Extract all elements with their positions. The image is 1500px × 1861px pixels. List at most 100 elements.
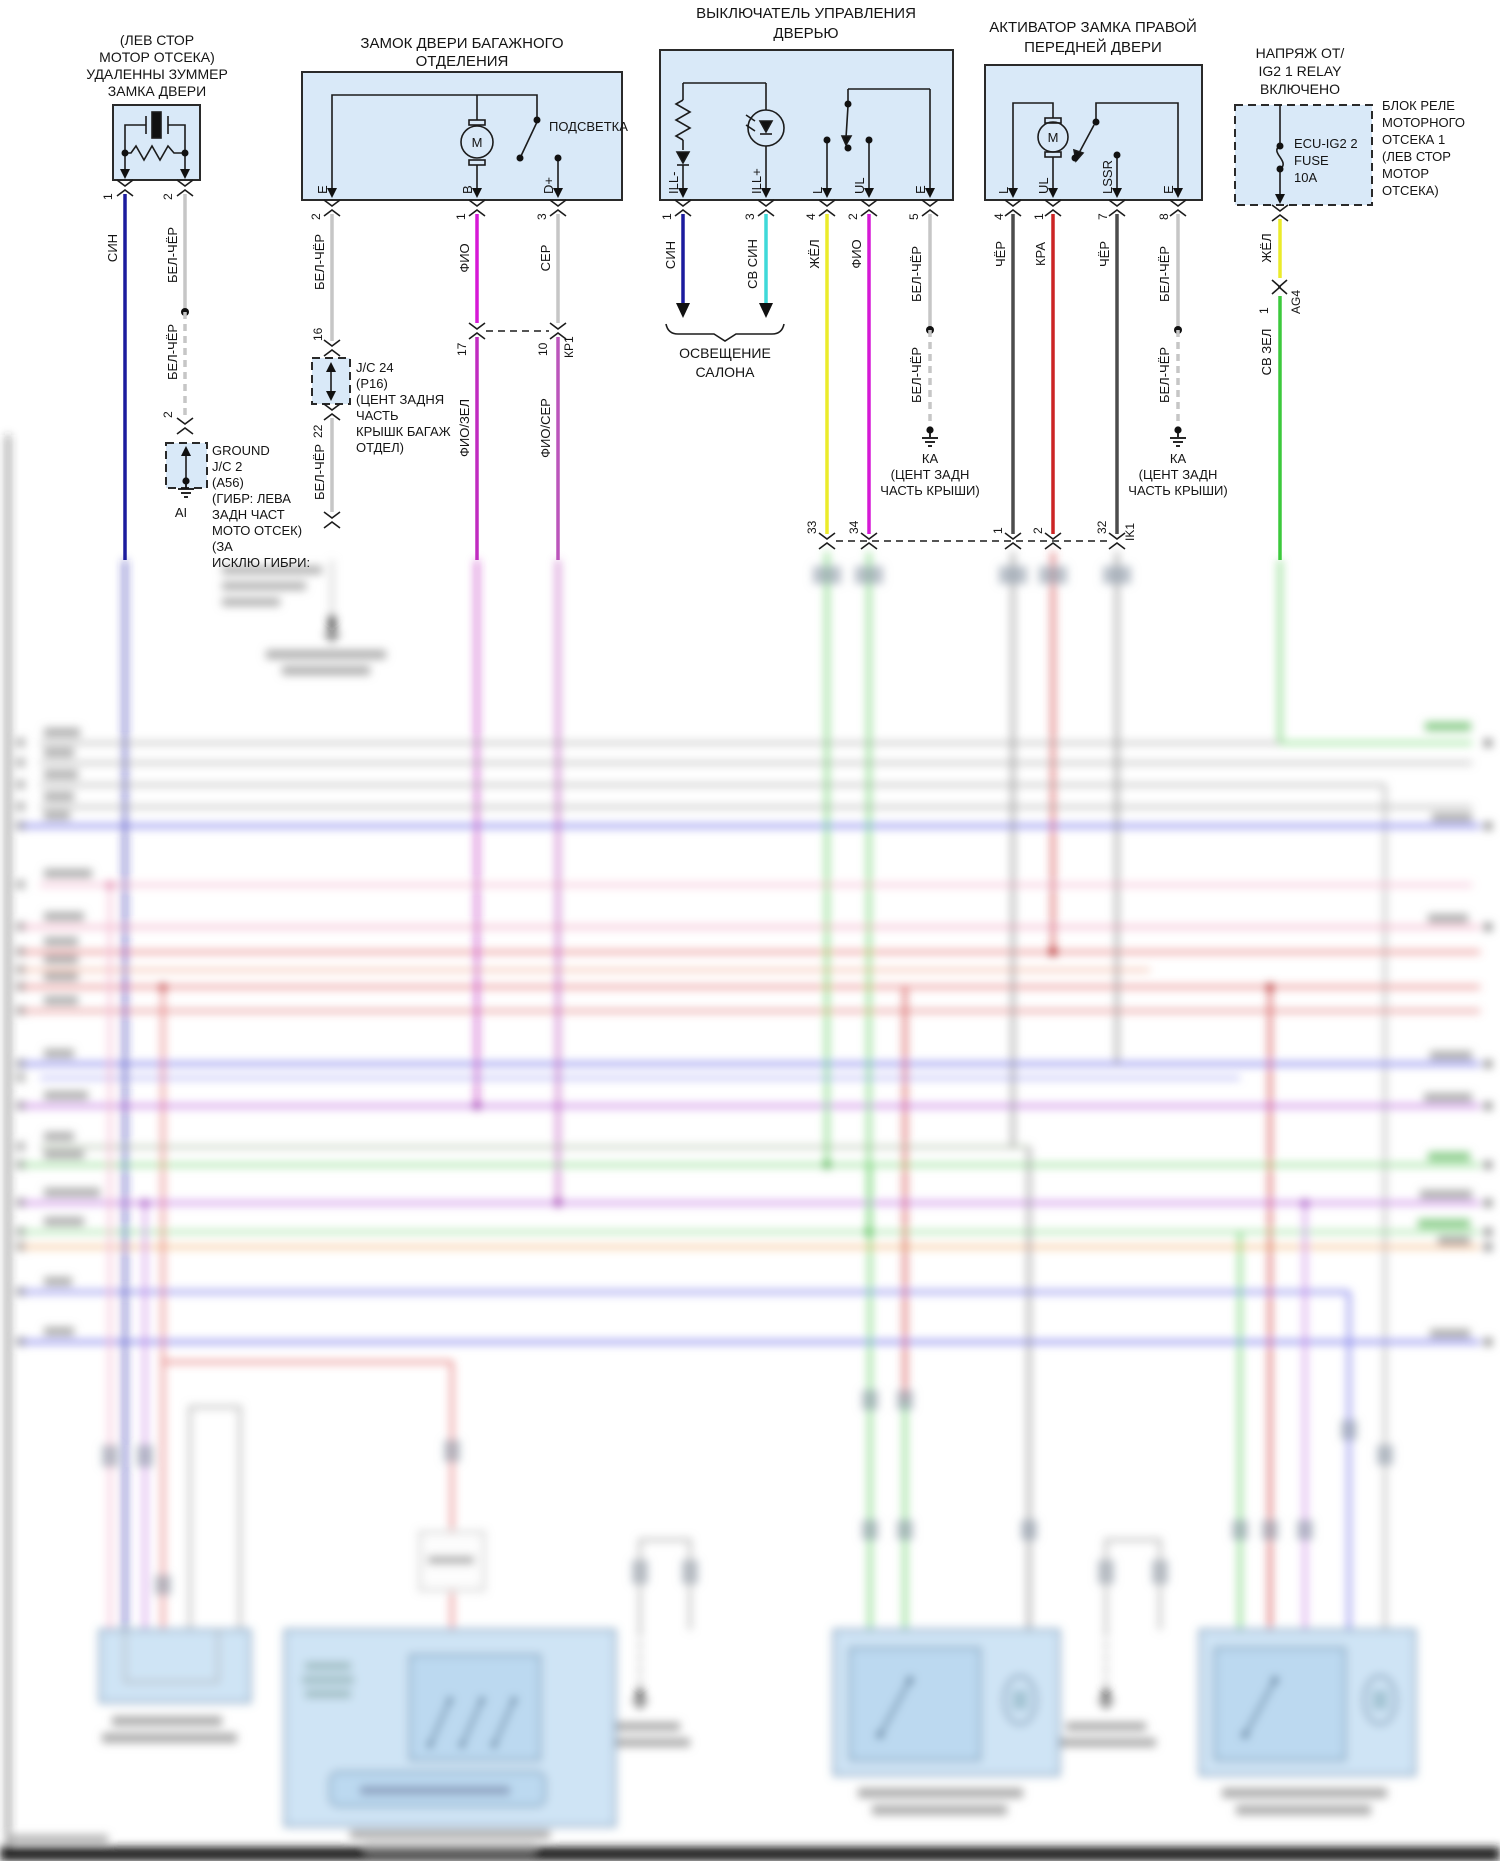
connector-icon xyxy=(549,199,567,217)
svg-text:ФИО: ФИО xyxy=(457,243,472,272)
bottom-center-box-blurred xyxy=(284,1629,616,1827)
connector-icon xyxy=(921,199,939,217)
svg-text:ЗАМКА ДВЕРИ: ЗАМКА ДВЕРИ xyxy=(108,83,206,99)
bottom-left-box-blurred xyxy=(99,1629,251,1703)
actuator-internals xyxy=(1012,102,1179,188)
svg-text:GROUND: GROUND xyxy=(212,443,270,458)
connector-icon xyxy=(818,199,836,217)
ground-icon xyxy=(921,425,939,447)
svg-text:ЖЁЛ: ЖЁЛ xyxy=(807,239,822,268)
conn-num-1: 1 xyxy=(991,527,1005,534)
connector-icon xyxy=(116,179,134,197)
door-switch-box xyxy=(659,49,954,201)
svg-text:1: 1 xyxy=(454,213,468,220)
component-trunk-lock: ЗАМОК ДВЕРИ БАГАЖНОГО ОТДЕЛЕНИЯ M ПОДСВЕ… xyxy=(301,35,628,341)
svg-text:СИН: СИН xyxy=(663,241,678,269)
vertical-wires-blurred xyxy=(106,552,1309,1630)
pin-label-ul2: UL xyxy=(1036,177,1051,194)
text-blobs-blurred xyxy=(102,566,1387,1853)
svg-text:ОТДЕЛЕНИЯ: ОТДЕЛЕНИЯ xyxy=(416,53,509,70)
svg-text:ЗАДН ЧАСТ: ЗАДН ЧАСТ xyxy=(212,507,285,522)
wire-label-bel-cher: БЕЛ-ЧЁР xyxy=(165,227,180,283)
salon-lighting-callout: ОСВЕЩЕНИЕ САЛОНА xyxy=(665,323,785,380)
svg-text:10A: 10A xyxy=(1294,170,1317,185)
svg-text:УДАЛЕННЫ ЗУММЕР: УДАЛЕННЫ ЗУММЕР xyxy=(86,66,228,82)
fuse-line-1: ECU-IG2 2 xyxy=(1294,136,1358,151)
connector-icon xyxy=(468,199,486,217)
jc24-pin-in: 16 xyxy=(311,327,325,341)
connector-icon xyxy=(323,199,341,217)
svg-text:БЕЛ-ЧЁР: БЕЛ-ЧЁР xyxy=(909,246,924,302)
connector-icon xyxy=(323,339,341,357)
ground-jc2-note: GROUND J/C 2 (A56) (ГИБР: ЛЕВА ЗАДН ЧАСТ… xyxy=(212,443,310,570)
motor-icon xyxy=(1037,121,1069,153)
svg-text:ЧАСТЬ КРЫШИ): ЧАСТЬ КРЫШИ) xyxy=(880,483,979,498)
right-wire-labels-blurred xyxy=(1418,722,1492,1346)
motor-icon xyxy=(460,125,494,159)
component-door-lock-actuator: АКТИВАТОР ЗАМКА ПРАВОЙ ПЕРЕДНЕЙ ДВЕРИ M … xyxy=(836,18,1228,550)
pin-label-l2: L xyxy=(996,187,1011,194)
svg-text:2: 2 xyxy=(309,213,323,220)
svg-text:БЕЛ-ЧЁР: БЕЛ-ЧЁР xyxy=(1157,347,1172,403)
wire-buses-blurred xyxy=(18,741,1480,1632)
conn-num-2: 2 xyxy=(1031,527,1045,534)
sharp-top-section: (ЛЕВ СТОР МОТОР ОТСЕКА) УДАЛЕННЫ ЗУММЕР … xyxy=(86,5,1465,570)
svg-text:(ЦЕНТ ЗАДН: (ЦЕНТ ЗАДН xyxy=(891,467,970,482)
connector-icon xyxy=(818,532,836,550)
svg-text:(P16): (P16) xyxy=(356,376,388,391)
svg-text:ОСВЕЩЕНИЕ: ОСВЕЩЕНИЕ xyxy=(679,345,771,361)
svg-text:(ЦЕНТ ЗАДНЯ: (ЦЕНТ ЗАДНЯ xyxy=(356,392,444,407)
pin-label-b: B xyxy=(460,185,475,194)
watermark-blur xyxy=(8,1835,108,1843)
connector-icon xyxy=(1004,199,1022,217)
svg-text:ФИО: ФИО xyxy=(849,239,864,268)
connector-icon xyxy=(323,511,341,529)
connector-icon xyxy=(176,417,194,435)
svg-text:КА: КА xyxy=(1170,451,1187,466)
small-inline-connector-box-blurred xyxy=(419,1531,485,1591)
connector-icon xyxy=(176,179,194,197)
pin-label-ul: UL xyxy=(852,177,867,194)
svg-text:ЧАСТЬ: ЧАСТЬ xyxy=(356,408,398,423)
svg-text:FUSE: FUSE xyxy=(1294,153,1329,168)
pin-label-e2: E xyxy=(913,185,928,194)
svg-text:8: 8 xyxy=(1157,213,1171,220)
svg-text:КА: КА xyxy=(922,451,939,466)
connector-icon xyxy=(1169,199,1187,217)
fuse-note: БЛОК РЕЛЕ МОТОРНОГО ОТСЕКА 1 (ЛЕВ СТОР М… xyxy=(1382,98,1465,198)
ka-ground-right: БЕЛ-ЧЁР КА (ЦЕНТ ЗАДН ЧАСТЬ КРЫШИ) xyxy=(1128,326,1228,498)
svg-text:5: 5 xyxy=(907,213,921,220)
ground-icon xyxy=(1169,425,1187,447)
fuse-title: НАПРЯЖ ОТ/ xyxy=(1256,45,1345,61)
pin-label-e: E xyxy=(315,185,330,194)
connector-icon xyxy=(860,199,878,217)
wire-label-bel-cher-22: БЕЛ-ЧЁР xyxy=(312,444,327,500)
ag4-pin: 1 xyxy=(1257,307,1271,314)
connector-icon xyxy=(1271,204,1289,222)
trunk-lock-title: ЗАМОК ДВЕРИ БАГАЖНОГО xyxy=(360,35,563,52)
connector-icon xyxy=(757,199,775,217)
svg-text:ИСКЛЮ ГИБРИ:: ИСКЛЮ ГИБРИ: xyxy=(212,555,310,570)
svg-text:КРЫШК БАГАЖ: КРЫШК БАГАЖ xyxy=(356,424,451,439)
buzzer-title: (ЛЕВ СТОР xyxy=(120,32,194,48)
connector-icon xyxy=(674,199,692,217)
svg-text:ЧЁР: ЧЁР xyxy=(1097,241,1112,267)
motor-letter: M xyxy=(472,135,483,150)
svg-text:ОТСЕКА 1: ОТСЕКА 1 xyxy=(1382,132,1445,147)
svg-text:МОТОР ОТСЕКА): МОТОР ОТСЕКА) xyxy=(99,49,215,65)
pin-label-ill-minus: ILL- xyxy=(666,172,681,194)
pin-label-lssr: LSSR xyxy=(1100,160,1115,194)
trunk-lock-light-label: ПОДСВЕТКА xyxy=(549,119,628,134)
mid-switch-components-blurred xyxy=(631,1538,1162,1709)
door-switch-title: ВЫКЛЮЧАТЕЛЬ УПРАВЛЕНИЯ xyxy=(696,5,916,22)
connector-icon xyxy=(468,322,486,340)
svg-text:КРА: КРА xyxy=(1033,242,1048,266)
svg-text:СВ СИН: СВ СИН xyxy=(745,239,760,289)
conn-id-ik1: IK1 xyxy=(1123,523,1137,541)
ground-code: AI xyxy=(175,505,187,520)
svg-text:ВКЛЮЧЕНО: ВКЛЮЧЕНО xyxy=(1260,81,1340,97)
ground-pin-2: 2 xyxy=(161,411,175,418)
svg-text:(ГИБР: ЛЕВА: (ГИБР: ЛЕВА xyxy=(212,491,291,506)
component-door-control-switch: ВЫКЛЮЧАТЕЛЬ УПРАВЛЕНИЯ ДВЕРЬЮ xyxy=(659,5,980,550)
